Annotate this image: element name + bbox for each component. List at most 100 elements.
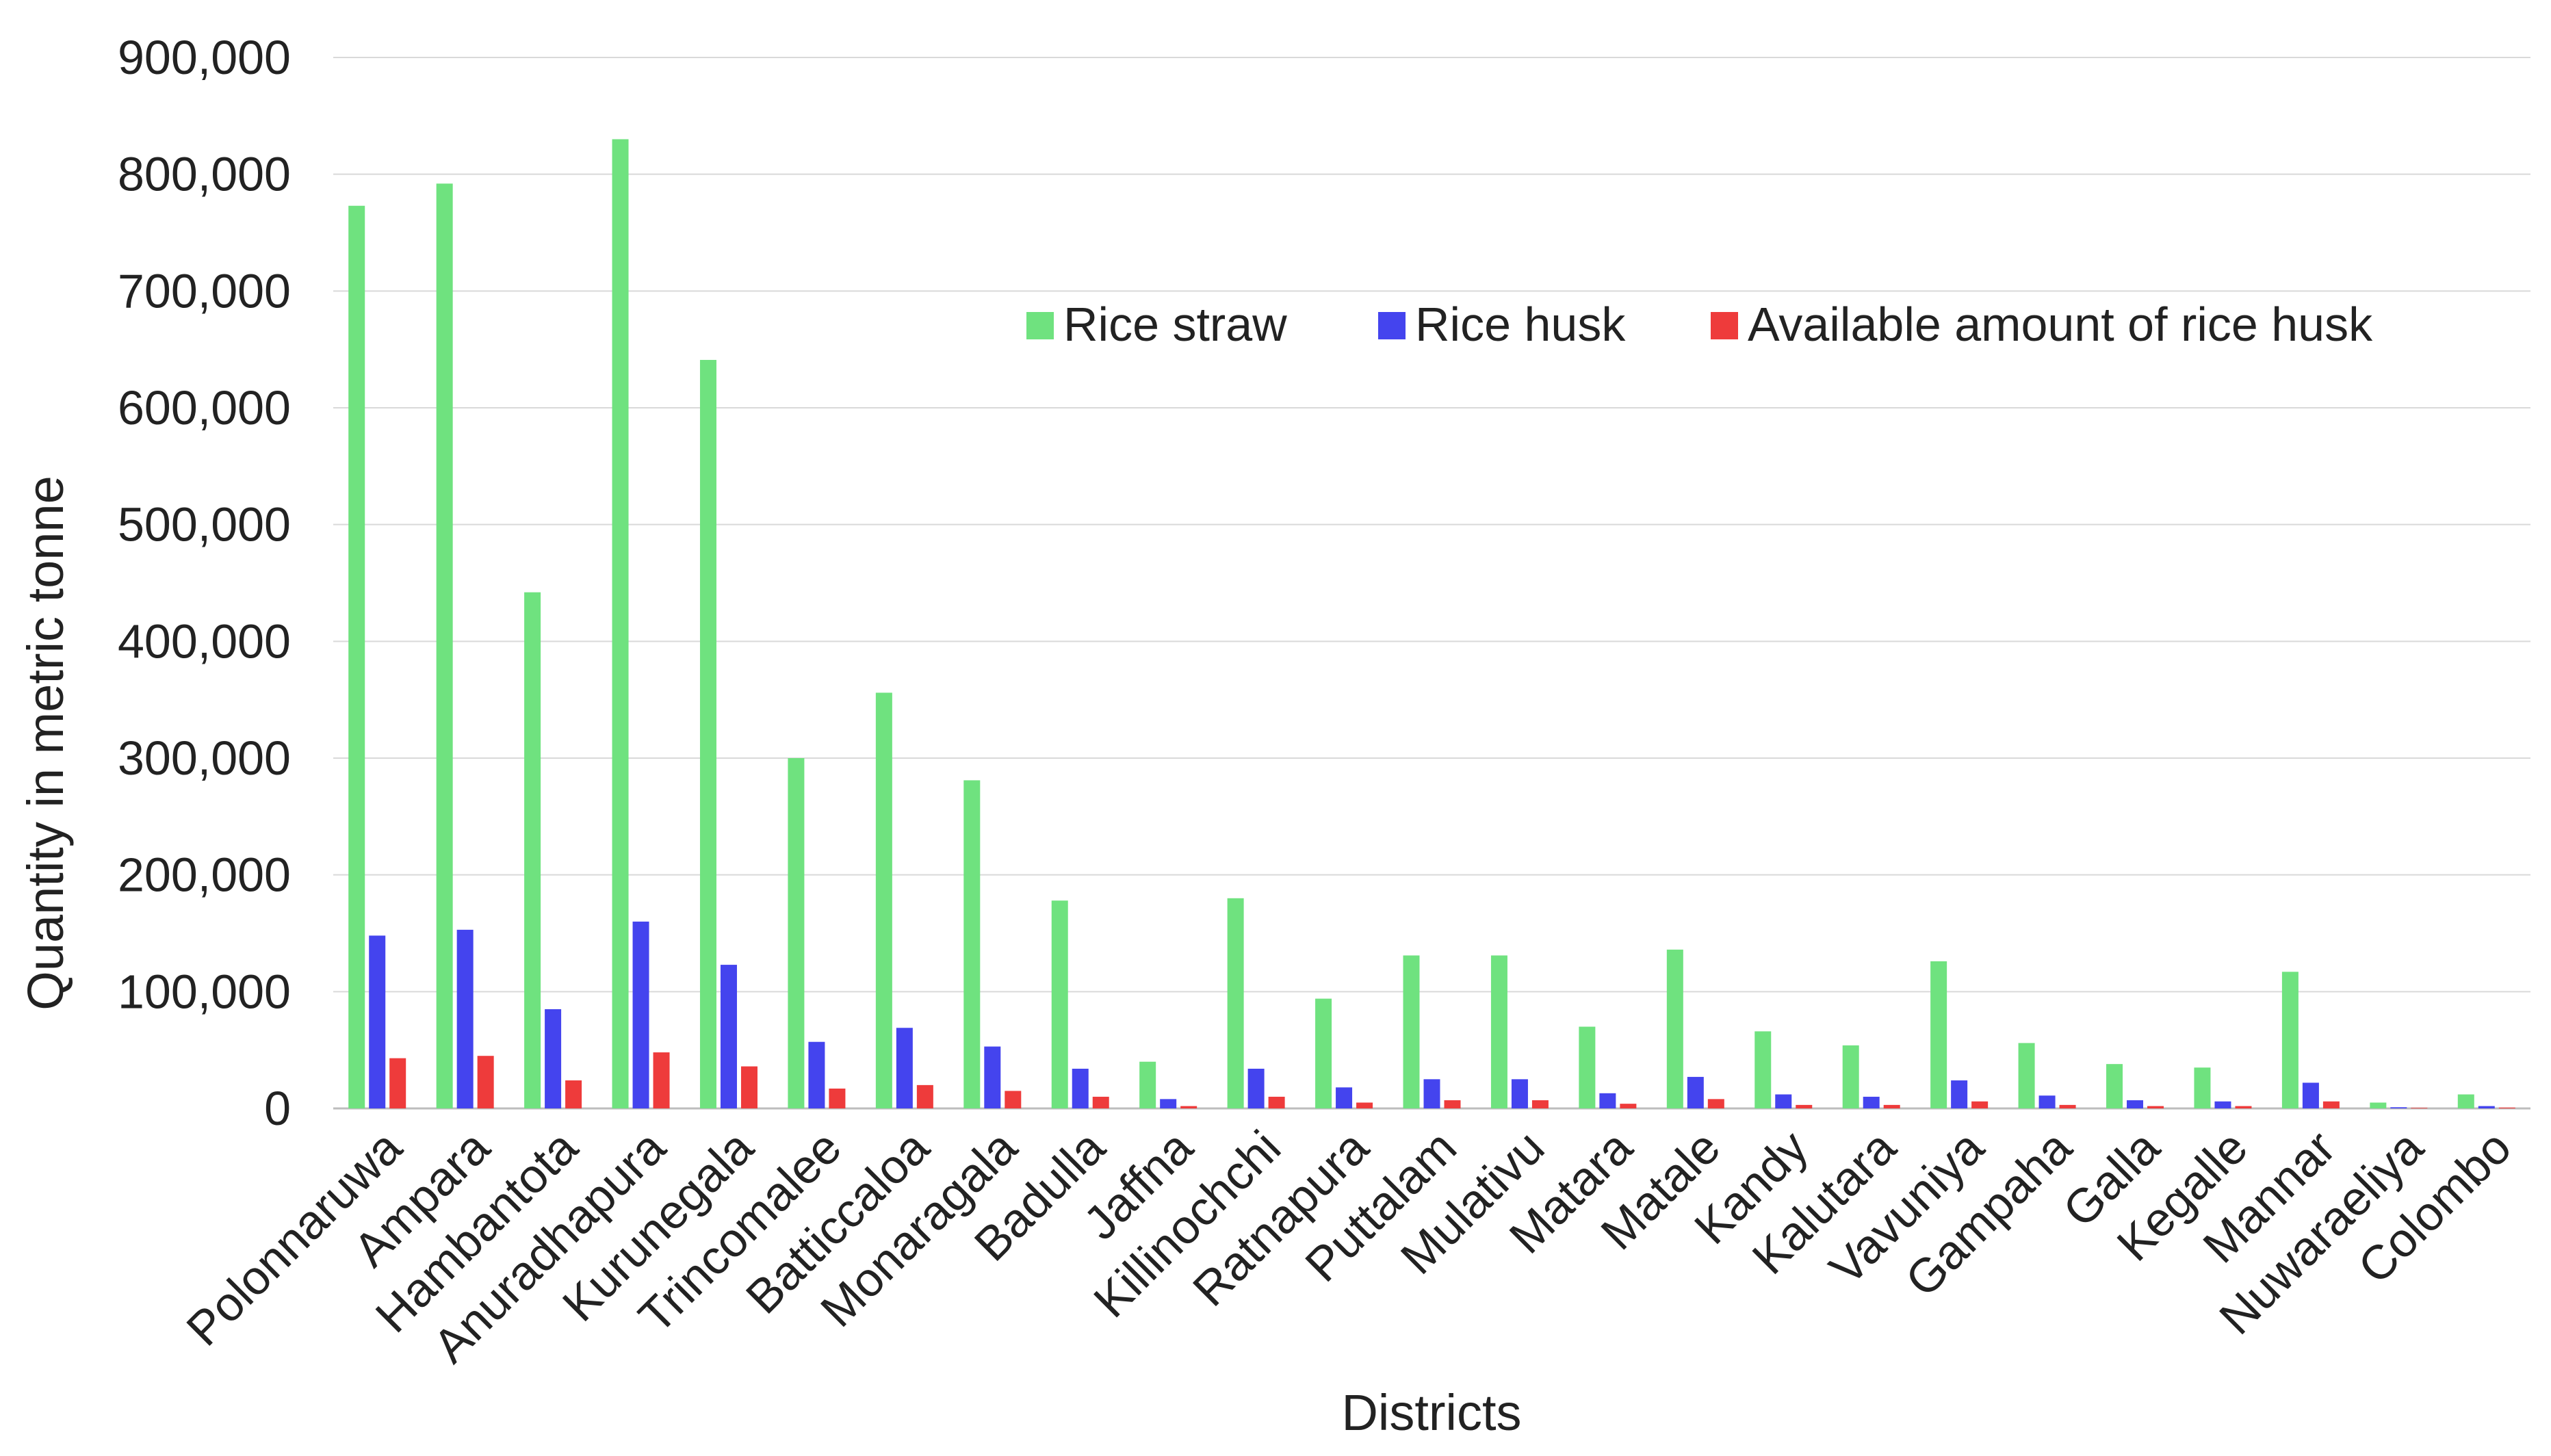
bar-rice-husk-colombo [2478,1106,2495,1108]
bar-available-amount-of-rice-husk-monaragala [1005,1091,1022,1108]
y-tick-label: 300,000 [118,731,291,785]
bar-rice-straw-killinochchi [1227,898,1244,1108]
y-tick-label: 100,000 [118,965,291,1018]
y-axis-title: Quantity in metric tonne [17,476,74,1010]
bar-rice-straw-ampara [436,183,453,1108]
bar-rice-husk-matara [1599,1093,1616,1108]
gridlines [333,57,2530,1110]
bar-available-amount-of-rice-husk-ampara [477,1056,494,1108]
x-axis-title: Districts [1341,1384,1521,1441]
bar-rice-husk-galla [2127,1100,2144,1108]
bar-rice-straw-colombo [2457,1094,2474,1108]
bar-rice-husk-hambantota [545,1009,562,1108]
x-tick-labels: PolonnaruwaAmparaHambantotaAnuradhapuraK… [177,1120,2522,1373]
y-tick-label: 800,000 [118,148,291,201]
bar-available-amount-of-rice-husk-batticcaloa [916,1084,933,1108]
bar-rice-husk-nuwaraeliya [2390,1107,2407,1108]
bar-rice-husk-badulla [1072,1068,1089,1108]
y-tick-label: 900,000 [118,31,291,84]
bar-rice-straw-nuwaraeliya [2370,1102,2387,1108]
bar-rice-husk-anuradhapura [632,921,649,1108]
bar-rice-husk-ratnapura [1336,1087,1353,1108]
bar-rice-straw-matara [1579,1026,1596,1108]
y-tick-label: 600,000 [118,381,291,434]
legend-item: Available amount of rice husk [1711,298,2373,351]
bar-rice-husk-batticcaloa [896,1028,913,1108]
legend-label: Rice husk [1415,298,1626,351]
bar-available-amount-of-rice-husk-hambantota [565,1080,582,1108]
y-tick-label: 500,000 [118,498,291,551]
y-tick-label: 400,000 [118,614,291,668]
bar-rice-straw-puttalam [1403,955,1420,1108]
bar-rice-husk-ampara [456,929,474,1108]
bar-rice-straw-anuradhapura [612,139,629,1108]
bar-rice-straw-batticcaloa [875,692,892,1108]
bar-rice-husk-trincomalee [808,1041,825,1108]
bar-available-amount-of-rice-husk-kurunegala [740,1066,757,1108]
bar-rice-straw-vavuniya [1930,961,1947,1108]
bar-rice-straw-galla [2106,1064,2123,1108]
legend-swatch [1026,312,1054,339]
bar-rice-husk-vavuniya [1951,1080,1968,1108]
bar-available-amount-of-rice-husk-puttalam [1444,1100,1461,1108]
bar-available-amount-of-rice-husk-gampaha [2059,1104,2076,1108]
bar-rice-straw-jaffna [1139,1061,1156,1108]
bar-available-amount-of-rice-husk-anuradhapura [653,1052,670,1108]
bar-available-amount-of-rice-husk-mannar [2322,1101,2340,1108]
bars [348,139,2515,1109]
bar-available-amount-of-rice-husk-killinochchi [1268,1096,1285,1108]
bar-rice-straw-hambantota [524,592,541,1108]
y-tick-label: 200,000 [118,848,291,902]
bar-rice-husk-polonnaruwa [369,935,386,1108]
bar-available-amount-of-rice-husk-galla [2147,1106,2164,1108]
bar-available-amount-of-rice-husk-ratnapura [1356,1102,1373,1108]
bar-rice-straw-polonnaruwa [348,205,365,1108]
legend-label: Rice straw [1063,298,1287,351]
bar-rice-straw-matale [1666,949,1683,1108]
bar-rice-husk-gampaha [2038,1095,2056,1108]
legend-swatch [1378,312,1406,339]
bar-rice-husk-kandy [1775,1094,1792,1108]
bar-rice-husk-kalutara [1863,1096,1880,1108]
bar-rice-husk-mannar [2302,1082,2319,1108]
bar-available-amount-of-rice-husk-matara [1620,1104,1637,1108]
bar-rice-husk-kurunegala [720,965,737,1108]
legend-swatch [1711,312,1738,339]
bar-rice-husk-jaffna [1160,1099,1177,1108]
bar-rice-husk-matale [1687,1076,1704,1108]
legend: Rice straw Rice husk Available amount of r… [1026,298,2373,351]
bar-rice-husk-mulativu [1511,1079,1528,1108]
bar-rice-straw-badulla [1051,900,1068,1108]
bar-available-amount-of-rice-husk-badulla [1092,1096,1109,1108]
bar-available-amount-of-rice-husk-polonnaruwa [389,1058,406,1108]
bar-rice-straw-trincomalee [788,758,805,1108]
y-tick-label: 700,000 [118,264,291,317]
bar-rice-husk-killinochchi [1247,1068,1265,1108]
bar-available-amount-of-rice-husk-trincomalee [829,1088,846,1108]
y-tick-label: 0 [264,1082,291,1135]
legend-item: Rice husk [1378,298,1626,351]
bar-available-amount-of-rice-husk-kalutara [1883,1104,1900,1108]
bar-rice-straw-kegalle [2194,1067,2211,1108]
bar-rice-straw-monaragala [963,780,981,1108]
bar-available-amount-of-rice-husk-matale [1707,1099,1724,1108]
legend-item: Rice straw [1026,298,1287,351]
y-tick-labels: 0 100,000 200,000 300,000 400,000 500,000 600,… [118,31,291,1135]
bar-rice-straw-ratnapura [1315,998,1332,1108]
bar-rice-straw-mulativu [1490,955,1507,1108]
bar-rice-straw-kurunegala [699,360,716,1109]
bar-rice-straw-mannar [2281,972,2299,1108]
bar-available-amount-of-rice-husk-vavuniya [1971,1101,1989,1108]
bar-rice-straw-kandy [1754,1031,1772,1108]
legend-label: Available amount of rice husk [1748,298,2373,351]
bar-rice-husk-puttalam [1423,1079,1440,1108]
bar-rice-husk-kegalle [2214,1101,2231,1108]
bar-available-amount-of-rice-husk-mulativu [1531,1100,1549,1108]
bar-available-amount-of-rice-husk-kegalle [2235,1106,2252,1108]
bar-rice-husk-monaragala [984,1046,1001,1108]
bar-available-amount-of-rice-husk-jaffna [1180,1106,1197,1108]
bar-rice-straw-gampaha [2018,1043,2035,1108]
bar-rice-straw-kalutara [1842,1045,1859,1108]
